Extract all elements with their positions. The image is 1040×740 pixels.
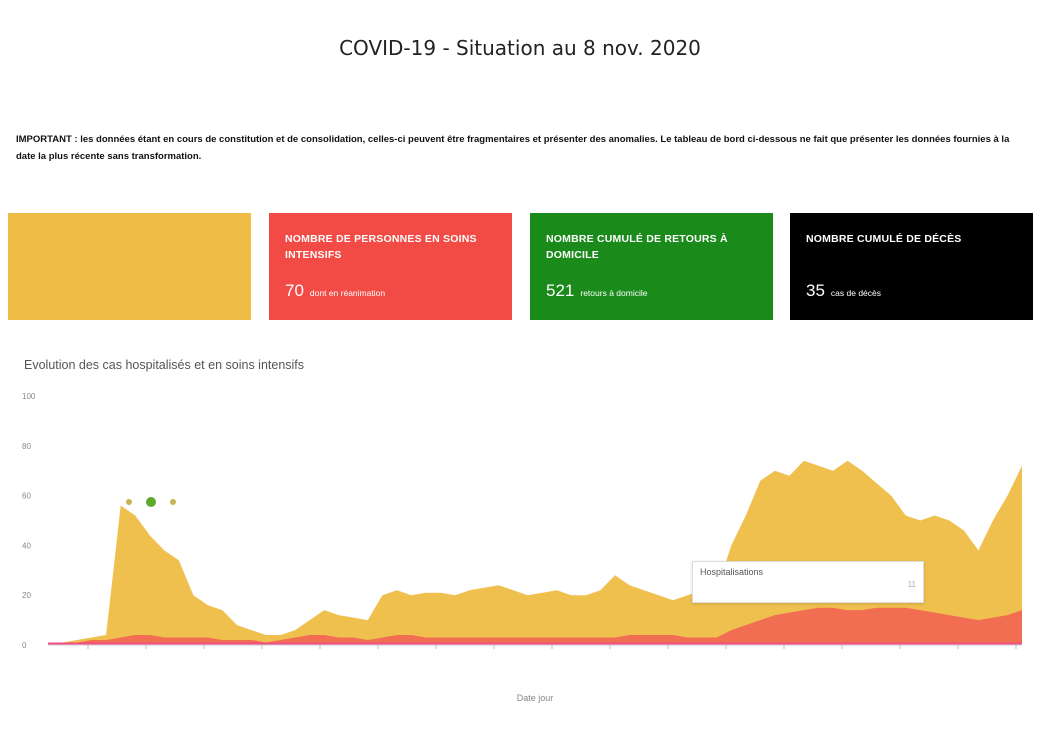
chart-title: Evolution des cas hospitalisés et en soi…	[24, 358, 305, 372]
card-unit: retours à domicile	[580, 288, 648, 298]
x-axis-label: Date jour	[517, 693, 554, 703]
carousel-dot[interactable]	[126, 499, 132, 505]
card-label: NOMBRE CUMULÉ DE RETOURS À DOMICILE	[546, 233, 728, 261]
carousel-dots	[126, 497, 176, 507]
y-tick-label: 20	[22, 591, 31, 600]
card-unit: dont en réanimation	[309, 288, 386, 298]
card-deces: NOMBRE CUMULÉ DE DÉCÈS 35 cas de décès	[790, 213, 1033, 320]
carousel-dot-active[interactable]	[146, 497, 156, 507]
tooltip-label: Hospitalisations	[700, 567, 764, 577]
y-tick-label: 100	[22, 392, 36, 401]
card-value-row: 70 dont en réanimation	[285, 281, 385, 301]
card-value-row: 521 retours à domicile	[546, 281, 647, 301]
card-label: NOMBRE CUMULÉ DE DÉCÈS	[806, 233, 962, 245]
card-unit: cas de décès	[830, 288, 882, 298]
y-tick-label: 80	[22, 442, 31, 451]
y-tick-label: 40	[22, 541, 31, 550]
y-tick-label: 60	[22, 492, 31, 501]
chart-tooltip: Hospitalisations 11	[692, 561, 924, 603]
area-series-1[interactable]	[48, 607, 1022, 645]
card-label: NOMBRE DE PERSONNES EN SOINS INTENSIFS	[285, 233, 477, 261]
carousel-dot[interactable]	[170, 499, 176, 505]
data-notice: IMPORTANT : les données étant en cours d…	[16, 134, 1010, 162]
card-value: 521	[546, 281, 575, 300]
card-retours-domicile: NOMBRE CUMULÉ DE RETOURS À DOMICILE 521 r…	[530, 213, 773, 320]
card-value-row: 35 cas de décès	[806, 281, 881, 301]
area-series-2[interactable]	[48, 642, 1022, 646]
card-value: 70	[285, 281, 304, 300]
card-soins-intensifs: NOMBRE DE PERSONNES EN SOINS INTENSIFS 7…	[269, 213, 512, 320]
card-hospitalisations	[8, 213, 251, 507]
y-tick-label: 0	[22, 641, 27, 650]
page-title: COVID-19 - Situation au 8 nov. 2020	[339, 36, 701, 60]
tooltip-value: 11	[907, 580, 916, 589]
card-value: 35	[806, 281, 825, 300]
area-chart[interactable]: 0 20 40 60 80 100 Date jour	[0, 380, 1040, 710]
